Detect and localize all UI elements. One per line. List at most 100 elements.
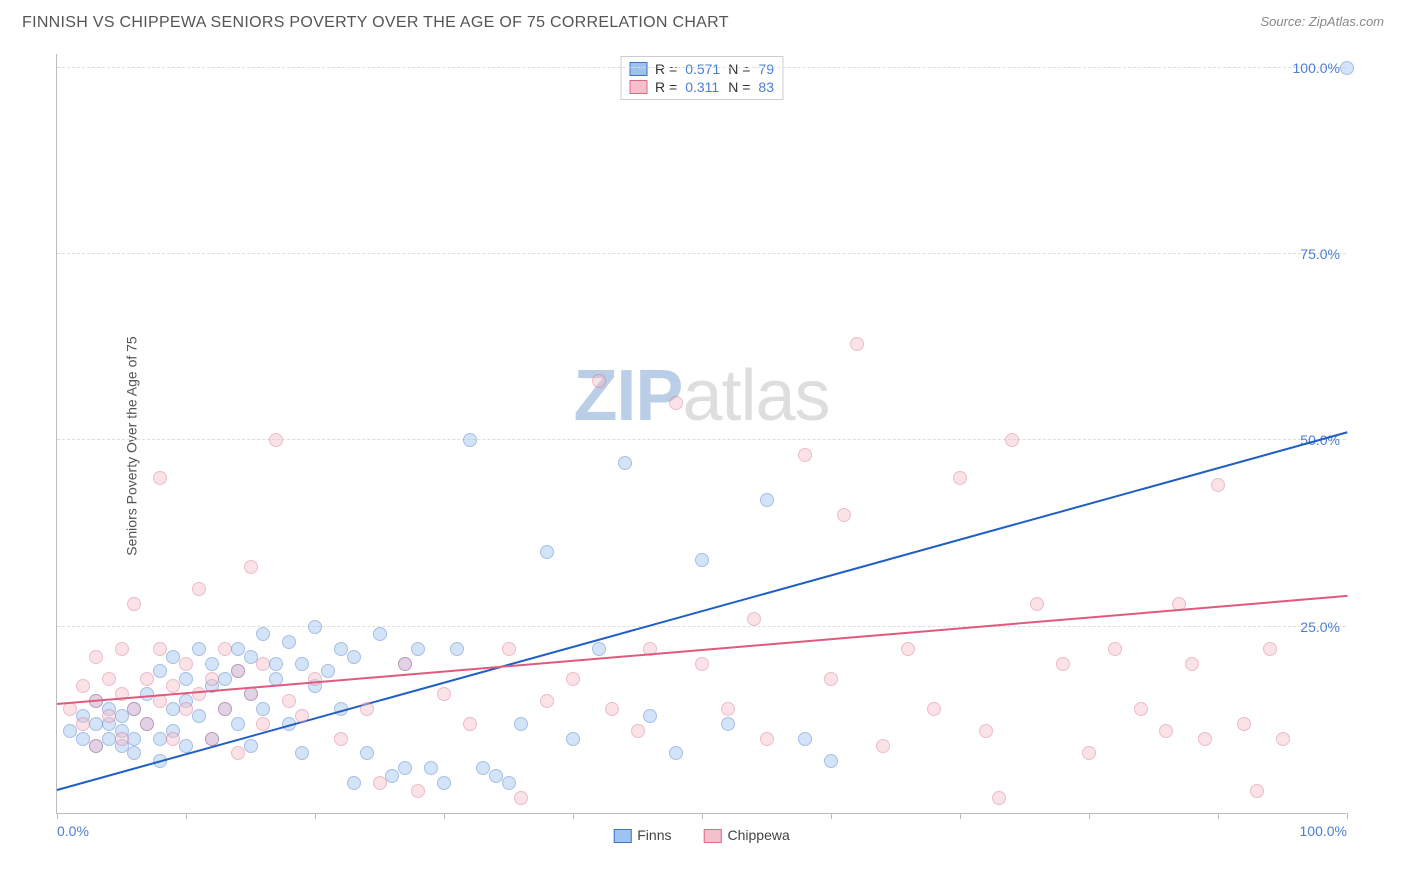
- data-point: [373, 627, 387, 641]
- data-point: [127, 732, 141, 746]
- data-point: [837, 508, 851, 522]
- data-point: [295, 657, 309, 671]
- data-point: [256, 657, 270, 671]
- chart-source: Source: ZipAtlas.com: [1260, 14, 1384, 29]
- data-point: [514, 717, 528, 731]
- data-point: [334, 642, 348, 656]
- data-point: [102, 709, 116, 723]
- data-point: [1237, 717, 1251, 731]
- data-point: [295, 746, 309, 760]
- data-point: [256, 627, 270, 641]
- data-point: [411, 642, 425, 656]
- legend-label: Finns: [637, 827, 671, 843]
- watermark-light: atlas: [682, 356, 829, 436]
- data-point: [540, 694, 554, 708]
- legend-r-value: 0.571: [685, 61, 720, 77]
- data-point: [179, 702, 193, 716]
- data-point: [798, 732, 812, 746]
- x-tick: [186, 813, 187, 819]
- data-point: [76, 732, 90, 746]
- data-point: [979, 724, 993, 738]
- data-point: [127, 597, 141, 611]
- data-point: [1134, 702, 1148, 716]
- data-point: [347, 650, 361, 664]
- data-point: [450, 642, 464, 656]
- data-point: [1250, 784, 1264, 798]
- legend-r-label: R =: [655, 61, 677, 77]
- data-point: [514, 791, 528, 805]
- data-point: [218, 642, 232, 656]
- legend-correlation: R =0.571N =79R =0.311N =83: [620, 56, 783, 100]
- legend-n-label: N =: [728, 79, 750, 95]
- data-point: [540, 545, 554, 559]
- data-point: [192, 709, 206, 723]
- watermark: ZIPatlas: [573, 355, 829, 437]
- data-point: [437, 687, 451, 701]
- x-tick-label: 0.0%: [57, 823, 89, 839]
- data-point: [695, 657, 709, 671]
- data-point: [1005, 433, 1019, 447]
- data-point: [218, 702, 232, 716]
- data-point: [256, 702, 270, 716]
- data-point: [269, 433, 283, 447]
- data-point: [1340, 61, 1354, 75]
- data-point: [153, 642, 167, 656]
- data-point: [721, 702, 735, 716]
- data-point: [901, 642, 915, 656]
- data-point: [643, 709, 657, 723]
- data-point: [566, 672, 580, 686]
- data-point: [282, 635, 296, 649]
- data-point: [695, 553, 709, 567]
- data-point: [1198, 732, 1212, 746]
- data-point: [669, 396, 683, 410]
- data-point: [127, 746, 141, 760]
- data-point: [308, 620, 322, 634]
- data-point: [115, 709, 129, 723]
- data-point: [256, 717, 270, 731]
- data-point: [360, 702, 374, 716]
- data-point: [605, 702, 619, 716]
- data-point: [798, 448, 812, 462]
- data-point: [347, 776, 361, 790]
- data-point: [153, 471, 167, 485]
- x-tick: [1218, 813, 1219, 819]
- scatter-plot: ZIPatlas R =0.571N =79R =0.311N =83 Finn…: [56, 54, 1346, 814]
- data-point: [424, 761, 438, 775]
- data-point: [269, 657, 283, 671]
- data-point: [179, 672, 193, 686]
- x-tick: [444, 813, 445, 819]
- legend-n-value: 79: [758, 61, 774, 77]
- data-point: [205, 732, 219, 746]
- data-point: [244, 650, 258, 664]
- data-point: [463, 717, 477, 731]
- x-tick: [1089, 813, 1090, 819]
- data-point: [1030, 597, 1044, 611]
- data-point: [102, 672, 116, 686]
- x-tick-label: 100.0%: [1300, 823, 1347, 839]
- chart-container: Seniors Poverty Over the Age of 75 ZIPat…: [48, 46, 1388, 846]
- legend-item: Finns: [613, 827, 671, 843]
- data-point: [127, 702, 141, 716]
- data-point: [231, 664, 245, 678]
- data-point: [166, 679, 180, 693]
- data-point: [321, 664, 335, 678]
- data-point: [411, 784, 425, 798]
- data-point: [1082, 746, 1096, 760]
- data-point: [398, 761, 412, 775]
- data-point: [850, 337, 864, 351]
- legend-item: Chippewa: [703, 827, 789, 843]
- watermark-bold: ZIP: [573, 356, 682, 436]
- x-tick: [831, 813, 832, 819]
- legend-n-label: N =: [728, 61, 750, 77]
- chart-header: FINNISH VS CHIPPEWA SENIORS POVERTY OVER…: [0, 0, 1406, 38]
- x-tick: [960, 813, 961, 819]
- legend-swatch: [703, 829, 721, 843]
- y-tick-label: 100.0%: [1293, 60, 1340, 76]
- data-point: [231, 717, 245, 731]
- x-tick: [702, 813, 703, 819]
- data-point: [334, 732, 348, 746]
- data-point: [489, 769, 503, 783]
- data-point: [140, 717, 154, 731]
- data-point: [398, 657, 412, 671]
- x-tick: [573, 813, 574, 819]
